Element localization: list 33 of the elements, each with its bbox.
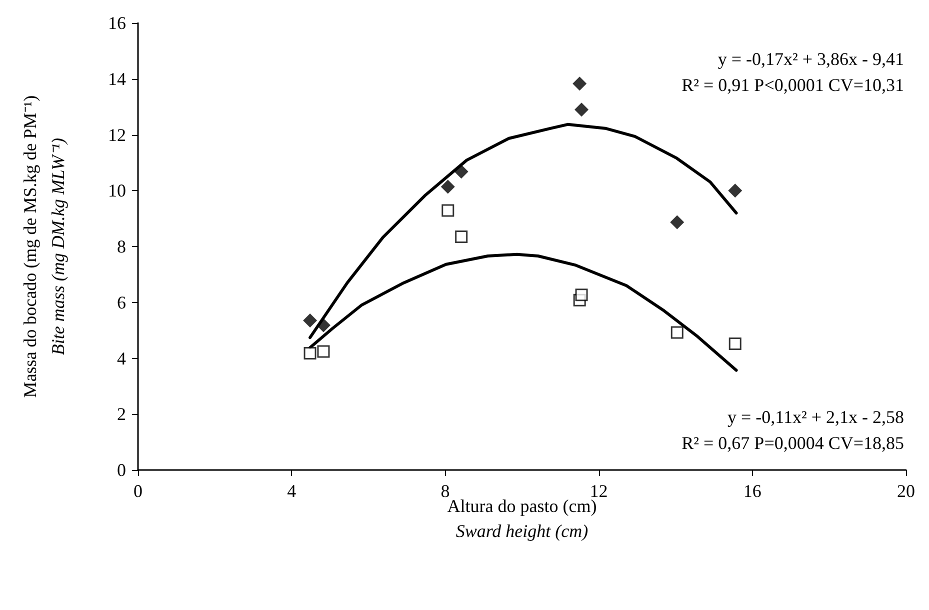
- point: [317, 345, 330, 358]
- point: [670, 326, 684, 339]
- x-tick-label: 20: [897, 481, 915, 501]
- y-tick-label: 2: [117, 404, 126, 424]
- point: [454, 164, 468, 179]
- y-tick-label: 16: [108, 13, 126, 33]
- x-tick-label: 16: [743, 481, 762, 501]
- point: [442, 204, 454, 217]
- y-tick-label: 4: [117, 348, 126, 368]
- y-tick-label: 12: [108, 124, 126, 145]
- y-tick-label: 6: [117, 292, 126, 312]
- y-tick-label: 8: [117, 236, 126, 256]
- point: [440, 180, 455, 194]
- point: [303, 314, 318, 328]
- point: [574, 102, 589, 117]
- x-tick-label: 4: [287, 481, 296, 501]
- y-axis-title: Massa do bocado (mg de MS.kg de PM⁻¹) Bite mass (mg DM.kg MLW⁻¹): [20, 95, 68, 398]
- y-tick-label: 0: [117, 460, 126, 480]
- point: [728, 337, 742, 350]
- x-tick-label: 0: [134, 481, 142, 501]
- y-tick-label: 10: [108, 180, 126, 201]
- annotation: y = -0,17x² + 3,86x - 9,41 R² = 0,91 P<0,0001 CV=10,31: [682, 49, 904, 95]
- point: [728, 184, 742, 198]
- point: [316, 318, 330, 332]
- point: [572, 76, 587, 91]
- annotation: y = -0,11x² + 2,1x - 2,58 R² = 0,67 P=0,0004 CV=18,85: [682, 407, 904, 453]
- x-tick-label: 8: [440, 481, 450, 501]
- point: [575, 288, 588, 302]
- y-tick-label: 14: [108, 68, 126, 89]
- point: [304, 346, 316, 360]
- point: [670, 215, 684, 230]
- line-series: [308, 122, 738, 340]
- point: [455, 230, 468, 243]
